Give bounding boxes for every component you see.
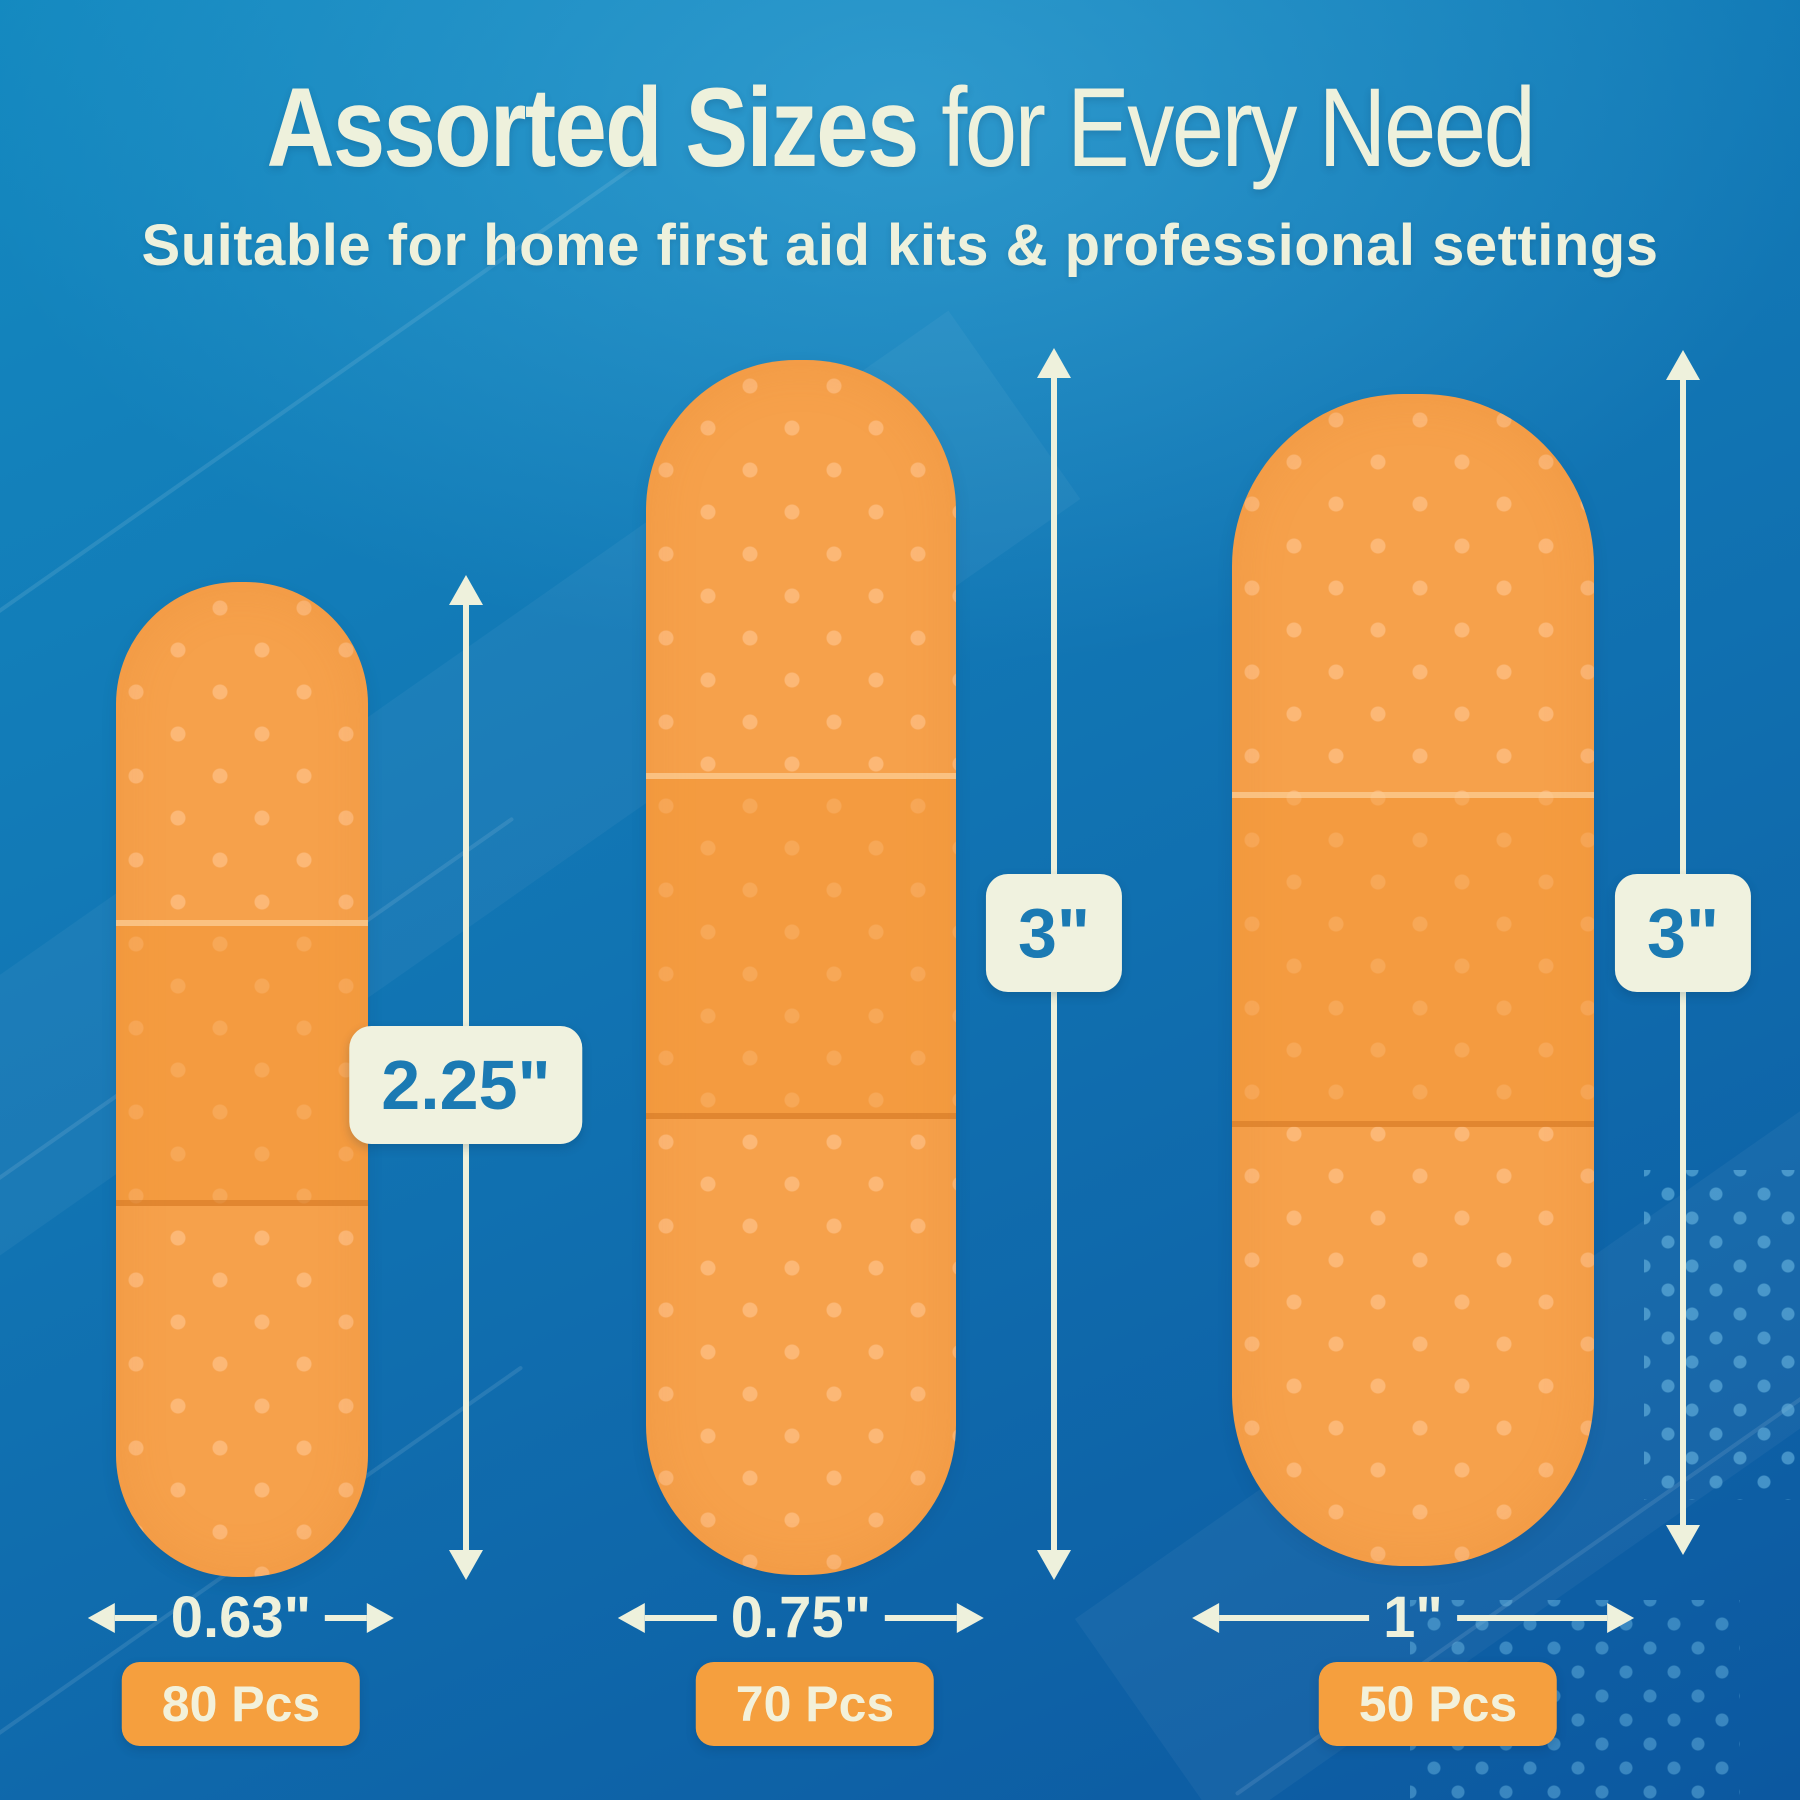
bandage-pad — [116, 920, 368, 1206]
width-label: 1" — [1192, 1589, 1634, 1647]
left-arrow-icon — [87, 1603, 157, 1633]
width-value: 0.75" — [730, 1585, 872, 1650]
title-light: for Every Need — [917, 65, 1536, 190]
arrow-down-icon — [1666, 1525, 1700, 1555]
width-value: 1" — [1383, 1585, 1443, 1650]
height-badge: 3" — [1614, 874, 1752, 992]
arrow-down-icon — [449, 1550, 483, 1580]
left-arrow-icon — [1192, 1603, 1370, 1633]
pieces-badge: 80 Pcs — [121, 1662, 361, 1746]
right-arrow-icon — [1456, 1603, 1634, 1633]
bandage-pad — [1232, 792, 1594, 1127]
width-label: 0.63" — [87, 1585, 395, 1650]
pieces-badge: 70 Pcs — [695, 1662, 935, 1746]
height-badge: 2.25" — [349, 1026, 583, 1144]
arrow-up-icon — [1666, 350, 1700, 380]
title-bold: Assorted Sizes — [266, 65, 920, 190]
height-badge: 3" — [985, 874, 1123, 992]
width-value: 0.63" — [170, 1585, 312, 1650]
arrow-down-icon — [1037, 1550, 1071, 1580]
bandage-medium — [646, 360, 956, 1575]
left-arrow-icon — [617, 1603, 717, 1633]
right-arrow-icon — [325, 1603, 395, 1633]
page-title: Assorted Sizes for Every Need — [144, 64, 1656, 193]
right-arrow-icon — [885, 1603, 985, 1633]
bandage-small — [116, 582, 368, 1577]
subtitle: Suitable for home first aid kits & profe… — [141, 213, 1659, 278]
bandage-large — [1232, 394, 1594, 1566]
pieces-badge: 50 Pcs — [1318, 1662, 1558, 1746]
arrow-up-icon — [1037, 348, 1071, 378]
width-label: 0.75" — [617, 1585, 985, 1650]
arrow-up-icon — [449, 575, 483, 605]
bandage-pad — [646, 773, 956, 1120]
